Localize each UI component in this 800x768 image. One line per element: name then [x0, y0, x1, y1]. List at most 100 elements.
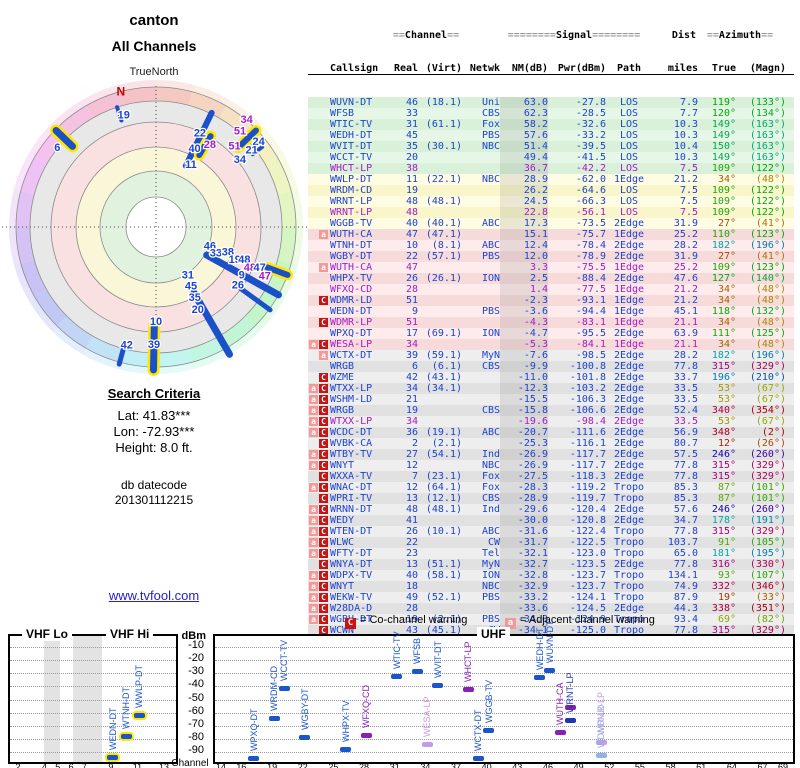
channel-tick-label: 9: [108, 762, 114, 768]
warning-flags: [308, 141, 328, 152]
station-signal-bar: [120, 734, 132, 740]
table-row: WFXQ-CD 28 1.4 -77.5 1Edge 21.2 34° (48°): [308, 284, 794, 295]
radar-station-spoke: [250, 144, 265, 157]
station-callsign-label: WCTX-DT: [473, 709, 484, 752]
radar-hue-sector: [20, 259, 47, 297]
co-channel-warning-icon: C: [319, 505, 328, 514]
warning-flags: C: [308, 493, 328, 504]
channel-tick-label: 13: [158, 762, 170, 768]
radar-hue-sector: [291, 188, 303, 227]
table-row: C WDMR-LP 51 -4.3 -83.1 1Edge 21.1 34° (48°): [308, 317, 794, 328]
page-subtitle: All Channels: [111, 38, 197, 54]
dbm-gridline: [10, 660, 176, 662]
radar-station-spoke: [150, 321, 158, 374]
radar-hue-sector: [57, 105, 93, 138]
table-row: a C WESA-LP 34 -5.3 -84.1 1Edge 21.1 34° (48°): [308, 339, 794, 350]
radar-hue-sector: [254, 123, 284, 157]
radar-hue-sector: [16, 190, 35, 227]
dbm-gridline: [215, 699, 793, 701]
channel-tick-label: 7: [81, 762, 87, 768]
adjacent-channel-warning-icon: a: [309, 604, 318, 613]
station-callsign-label: WHPX-TV: [340, 700, 351, 743]
dbm-gridline: [215, 686, 793, 688]
tvfool-link[interactable]: www.tvfool.com: [108, 588, 200, 603]
radar-channel-label: 6: [54, 142, 60, 154]
warning-flags: [308, 328, 328, 339]
adjacent-channel-warning-icon: a: [309, 593, 318, 602]
dbm-gridline: [10, 725, 176, 727]
adjacent-channel-warning-icon: a: [309, 428, 318, 437]
station-callsign-label: WUVN-DT: [544, 620, 555, 663]
radar-hue-sector: [226, 99, 260, 129]
adjacent-channel-warning-icon: a: [309, 461, 318, 470]
radar-channel-label: 24: [253, 136, 266, 148]
station-signal-bar: [554, 730, 566, 736]
station-callsign-label: WRNT-LP: [565, 672, 576, 714]
radar-hue-sector: [34, 290, 67, 326]
uhf-chart-panel: WPXQ-DT WRDM-CD WCCT-TV WGBY-DT WHPX-TV WFXQ-…: [213, 620, 795, 764]
co-channel-warning-icon: C: [319, 527, 328, 536]
co-channel-warning-icon: C: [319, 538, 328, 547]
co-channel-warning-icon: C: [319, 571, 328, 580]
station-signal-bar: [107, 755, 119, 761]
radar-hue-sector: [226, 325, 260, 355]
adjacent-channel-warning-icon: a: [309, 340, 318, 349]
warning-flags: C: [308, 295, 328, 306]
radar-hue-sector: [9, 188, 21, 227]
adjacent-channel-warning-icon: a: [309, 571, 318, 580]
vhf-lo-label: VHF Lo: [22, 627, 72, 641]
table-header-columns: Callsign Real (Virt) Netwk NM(dB) Pwr(dB…: [308, 63, 794, 75]
adjacent-channel-warning-icon: a: [309, 406, 318, 415]
table-row: WRGB 6 (6.1) CBS -9.9 -100.8 2Edge 77.8 315° (329…: [308, 361, 794, 372]
station-signal-bar: [411, 668, 423, 674]
station-callsign-label: WDMR-LD: [596, 704, 607, 749]
table-row: a C WFTY-DT 23 Tel -32.1 -123.0 Tropo 65.0 181° (1…: [308, 548, 794, 559]
radar-station-spoke: [190, 289, 233, 358]
radar-channel-label: 47: [259, 270, 271, 282]
radar-channel-label: 38: [222, 247, 234, 259]
channel-tick-label: 14: [215, 762, 227, 768]
channel-tick-label: 58: [665, 762, 676, 768]
radar-channel-label: 48: [244, 262, 256, 274]
channel-tick-label: 31: [389, 762, 400, 768]
co-channel-warning-icon: C: [319, 395, 328, 404]
radar-hue-sector: [156, 348, 193, 367]
radar-hue-sector: [277, 190, 296, 227]
radar-hue-sector: [277, 263, 298, 301]
channel-tick-label: 43: [512, 762, 523, 768]
dbm-tick-label: -60: [188, 704, 204, 717]
co-channel-warning-icon: C: [319, 604, 328, 613]
table-row: WRNT-LP 48 22.8 -56.1 LOS 7.5 109° (122°): [308, 207, 794, 218]
radar-hue-sector: [57, 316, 93, 349]
channel-tick-label: 64: [726, 762, 737, 768]
adjacent-channel-warning-icon: a: [319, 263, 328, 272]
dbm-gridline: [215, 712, 793, 714]
co-channel-warning-icon: C: [319, 318, 328, 327]
table-row: a C WNAC-DT 12 (64.1) Fox -28.3 -119.2 Tropo 85.3…: [308, 482, 794, 493]
station-callsign-label: WGGB-TV: [483, 679, 494, 723]
warning-flags: [308, 174, 328, 185]
dbm-tick-label: -90: [188, 743, 204, 756]
radar-station-spoke: [237, 285, 273, 313]
adjacent-channel-warning-icon: a: [309, 615, 318, 624]
radar-channel-label: 20: [192, 304, 204, 316]
table-row: aCWGBH-DT19(2.1)PBS-34.0-124.9Tropo93.46…: [308, 614, 794, 625]
station-signal-bar: [544, 667, 556, 673]
adjacent-channel-warning-icon: a: [319, 230, 328, 239]
radar-hue-sector: [117, 362, 156, 374]
co-channel-icon: C: [345, 618, 356, 629]
radar-channel-label: 26: [232, 279, 244, 291]
radar-channel-label: 28: [204, 139, 216, 151]
table-row: a C WNYT 12 NBC -26.9 -117.7 2Edge 77.8 315° (329°…: [308, 460, 794, 471]
radar-channel-label: 21: [245, 145, 257, 157]
warning-flags: [308, 251, 328, 262]
warning-flags: C: [308, 559, 328, 570]
